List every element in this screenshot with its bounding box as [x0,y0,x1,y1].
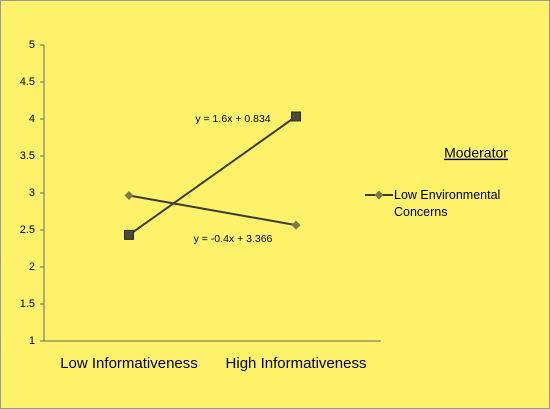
y-tick-label: 1.5 [20,298,35,310]
annotation: y = -0.4x + 3.366 [194,233,273,245]
marker [124,229,134,240]
legend-title: Moderator [444,145,508,161]
x-tick-label: Low Informativeness [60,355,198,372]
y-tick-label: 1 [29,335,35,347]
legend-label: Low Environmental Concerns [394,188,501,219]
series-line [128,194,297,227]
marker [124,191,134,201]
y-tick-label: 2 [29,261,35,273]
marker [374,190,384,200]
y-tick-label: 4.5 [20,76,35,88]
annotation: y = 1.6x + 0.834 [195,113,270,125]
marker [291,220,301,230]
marker [291,111,301,122]
series-line [128,115,297,236]
y-tick-label: 3.5 [20,150,35,162]
y-tick-label: 5 [29,39,35,51]
y-tick-label: 3 [29,187,35,199]
y-tick-label: 4 [29,113,35,125]
y-tick-label: 2.5 [20,224,35,236]
x-tick-label: High Informativeness [226,355,367,372]
